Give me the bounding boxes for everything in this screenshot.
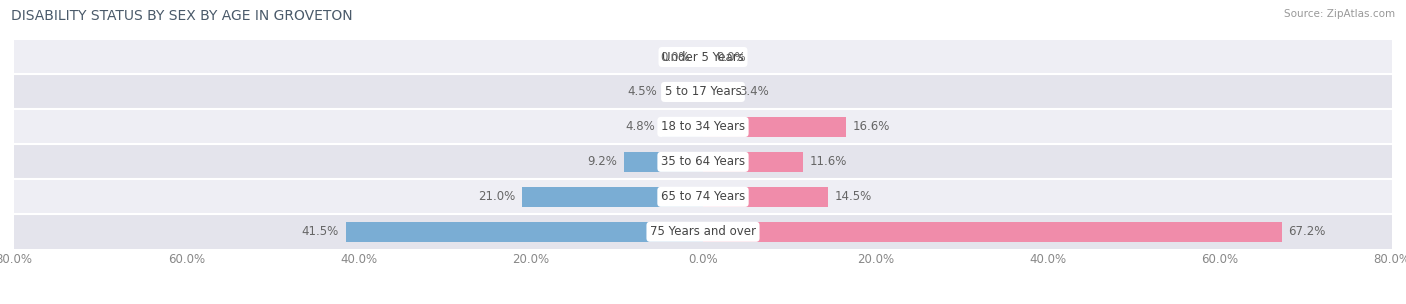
Bar	[662, 117, 703, 137]
Text: 18 to 34 Years: 18 to 34 Years	[661, 120, 745, 133]
Text: 75 Years and over: 75 Years and over	[650, 225, 756, 238]
Bar	[703, 82, 733, 102]
Text: 4.5%: 4.5%	[627, 85, 658, 98]
Text: 5 to 17 Years: 5 to 17 Years	[665, 85, 741, 98]
Text: 3.4%: 3.4%	[740, 85, 769, 98]
Bar	[664, 82, 703, 102]
Text: 67.2%: 67.2%	[1289, 225, 1326, 238]
Bar	[703, 152, 803, 172]
Text: 0.0%: 0.0%	[661, 50, 690, 64]
Bar	[624, 152, 703, 172]
Text: DISABILITY STATUS BY SEX BY AGE IN GROVETON: DISABILITY STATUS BY SEX BY AGE IN GROVE…	[11, 9, 353, 23]
Text: 9.2%: 9.2%	[588, 155, 617, 168]
Text: Under 5 Years: Under 5 Years	[662, 50, 744, 64]
Bar	[14, 144, 1392, 179]
Bar	[522, 187, 703, 207]
Bar	[14, 214, 1392, 249]
Bar	[703, 117, 846, 137]
Text: 4.8%: 4.8%	[626, 120, 655, 133]
Text: Source: ZipAtlas.com: Source: ZipAtlas.com	[1284, 9, 1395, 19]
Bar	[346, 222, 703, 242]
Text: 35 to 64 Years: 35 to 64 Years	[661, 155, 745, 168]
Bar	[703, 222, 1282, 242]
Text: 65 to 74 Years: 65 to 74 Years	[661, 190, 745, 203]
Text: 0.0%: 0.0%	[716, 50, 745, 64]
Text: 41.5%: 41.5%	[301, 225, 339, 238]
Text: 11.6%: 11.6%	[810, 155, 848, 168]
Bar	[14, 74, 1392, 109]
Text: 14.5%: 14.5%	[835, 190, 872, 203]
Bar	[14, 40, 1392, 74]
Bar	[14, 179, 1392, 214]
Text: 21.0%: 21.0%	[478, 190, 515, 203]
Text: 16.6%: 16.6%	[853, 120, 890, 133]
Bar	[703, 187, 828, 207]
Bar	[14, 109, 1392, 144]
